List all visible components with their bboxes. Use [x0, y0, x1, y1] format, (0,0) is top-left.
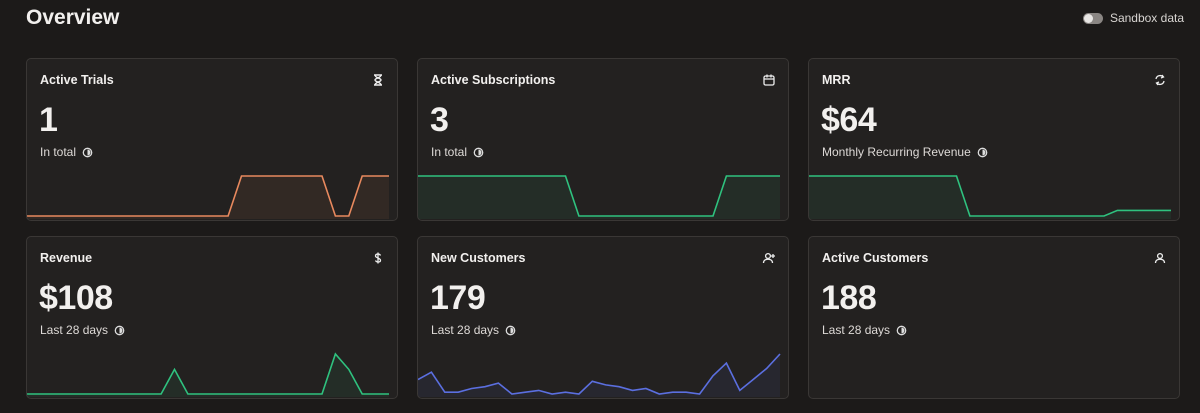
sparkline	[809, 175, 1171, 219]
card-title: MRR	[822, 73, 851, 87]
page-title: Overview	[26, 6, 120, 29]
card-subtitle: Last 28 days	[40, 323, 125, 337]
subtitle-text: In total	[40, 145, 77, 159]
card-value: 3	[430, 101, 449, 139]
metric-card: Active Customers 188 Last 28 days	[808, 236, 1180, 399]
info-icon	[114, 325, 125, 335]
sparkline-area	[27, 176, 389, 219]
sparkline-line	[27, 352, 389, 395]
sparkline-line	[418, 353, 781, 395]
metric-card: Active Trials 1 In total	[26, 58, 398, 221]
subtitle-text: Last 28 days	[40, 323, 109, 337]
subtitle-text: Last 28 days	[822, 323, 891, 337]
info-icon	[473, 147, 484, 157]
card-subtitle: In total	[40, 145, 93, 159]
sparkline	[418, 353, 781, 397]
card-value: 188	[821, 279, 877, 317]
card-icon	[762, 252, 775, 264]
info-icon	[977, 147, 988, 157]
sparkline-area	[27, 354, 389, 397]
card-icon	[374, 74, 382, 86]
sparkline-line	[418, 175, 780, 217]
subtitle-text: Monthly Recurring Revenue	[822, 145, 971, 159]
card-title: Revenue	[40, 251, 93, 265]
card-title: Active Customers	[822, 251, 929, 265]
card-title: Active Trials	[40, 73, 114, 87]
metric-card: MRR $64 Monthly Recurring Revenue	[808, 58, 1180, 221]
sparkline	[27, 352, 389, 397]
card-value: 179	[430, 279, 486, 317]
card-icon	[1155, 74, 1165, 86]
card-icon	[1154, 252, 1166, 264]
card-title: Active Subscriptions	[431, 73, 556, 87]
card-subtitle: Last 28 days	[431, 323, 516, 337]
card-subtitle: Last 28 days	[822, 323, 907, 337]
toggle-switch[interactable]	[1082, 12, 1103, 24]
sparkline-area	[418, 176, 780, 219]
subtitle-text: In total	[431, 145, 468, 159]
card-icon	[374, 252, 382, 264]
sparkline-area	[418, 354, 780, 397]
card-icon	[763, 74, 775, 86]
info-icon	[82, 147, 93, 157]
info-icon	[505, 325, 516, 335]
card-subtitle: Monthly Recurring Revenue	[822, 145, 988, 159]
card-value: $64	[821, 101, 877, 139]
metric-card: Active Subscriptions 3 In total	[417, 58, 789, 221]
sparkline	[27, 175, 389, 219]
card-value: 1	[39, 101, 58, 139]
sparkline-line	[27, 175, 389, 217]
toggle-label: Sandbox data	[1109, 11, 1184, 25]
sparkline	[418, 175, 780, 219]
card-title: New Customers	[431, 251, 526, 265]
card-subtitle: In total	[431, 145, 484, 159]
sandbox-toggle[interactable]: Sandbox data	[1082, 11, 1184, 25]
sparkline-area	[809, 176, 1171, 219]
subtitle-text: Last 28 days	[431, 323, 500, 337]
info-icon	[896, 325, 907, 335]
metric-card: Revenue $108 Last 28 days	[26, 236, 398, 399]
sparkline-line	[809, 175, 1171, 217]
card-value: $108	[39, 279, 113, 317]
metric-card: New Customers 179 Last 28 days	[417, 236, 789, 399]
